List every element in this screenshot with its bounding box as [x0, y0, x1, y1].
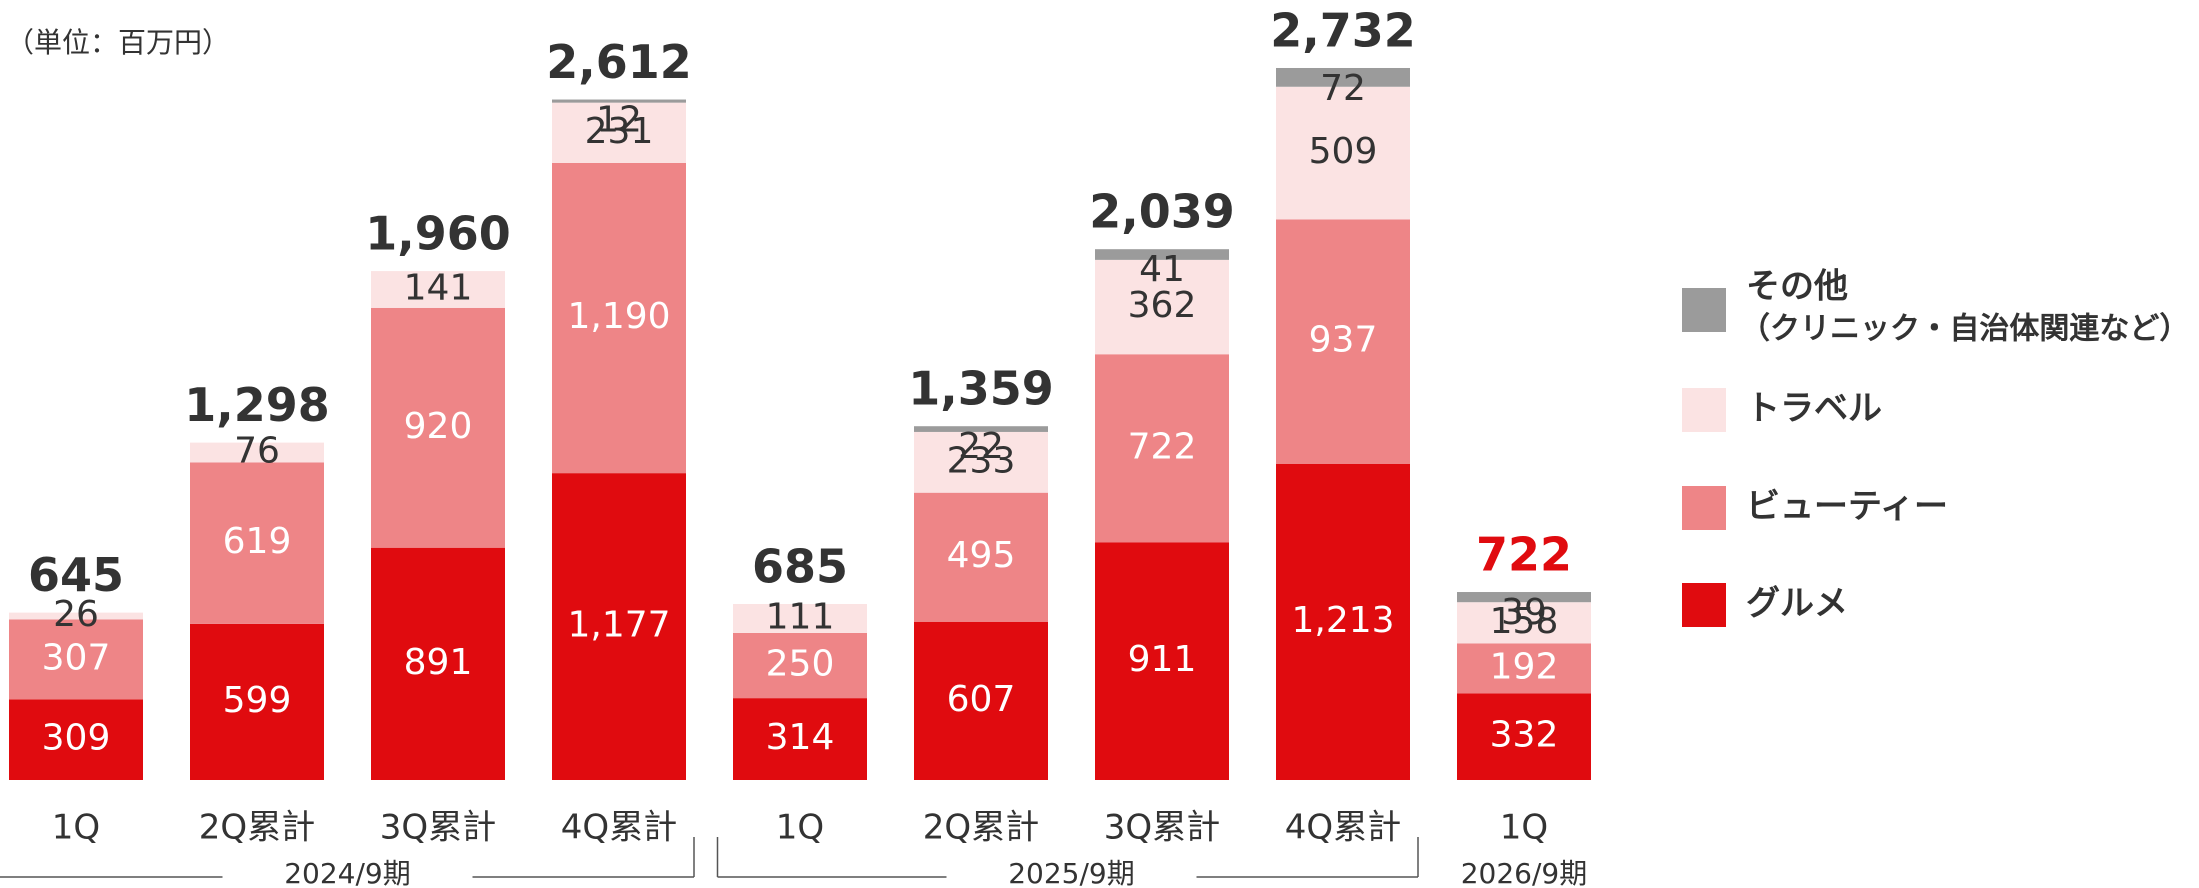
- segment-label: 41: [1139, 249, 1185, 290]
- segment-label: 607: [947, 679, 1016, 720]
- bar-segment: [9, 619, 143, 700]
- bar-segment: [1095, 354, 1229, 543]
- bar-segment: [1095, 542, 1229, 780]
- segment-label: 250: [766, 644, 835, 685]
- total-label: 2,612: [546, 35, 692, 89]
- bar-segment: [371, 307, 505, 548]
- segment-label: 233: [947, 440, 1016, 481]
- x-tick-label: 3Q累計: [1104, 808, 1220, 848]
- x-tick-label: 4Q累計: [1285, 808, 1401, 848]
- bar-segment: [1095, 249, 1229, 260]
- bar-segment: [552, 473, 686, 780]
- segment-label: 141: [404, 267, 473, 308]
- bar-segment: [190, 442, 324, 463]
- bar-segment: [914, 492, 1048, 622]
- total-label: 2,732: [1270, 3, 1416, 57]
- x-tick-label: 2Q累計: [199, 808, 315, 848]
- segment-label: 599: [223, 680, 292, 721]
- segment-label: 39: [1501, 592, 1547, 633]
- legend-swatch: [1682, 288, 1726, 332]
- segment-label: 307: [42, 637, 111, 678]
- segment-label: 72: [1320, 68, 1366, 109]
- segment-label: 12: [596, 100, 642, 141]
- x-tick-label: 4Q累計: [561, 808, 677, 848]
- bar-segment: [914, 621, 1048, 780]
- segment-label: 231: [585, 111, 654, 152]
- bar-segment: [190, 462, 324, 624]
- bar-segment: [371, 271, 505, 308]
- segment-label: 309: [42, 718, 111, 759]
- bar-segment: [733, 632, 867, 699]
- group-label: 2025/9期: [1008, 857, 1135, 888]
- bar-segment: [914, 426, 1048, 432]
- bar-segment: [9, 612, 143, 620]
- segment-label: 1,190: [567, 296, 670, 337]
- bar-segment: [1457, 602, 1591, 644]
- bar-segment: [1457, 693, 1591, 780]
- segment-label: 1,177: [567, 605, 670, 646]
- segment-label: 619: [223, 521, 292, 562]
- x-tick-label: 1Q: [52, 808, 100, 848]
- bar-segment: [1276, 67, 1410, 87]
- legend-label: その他: [1746, 267, 1848, 307]
- bar-segment: [552, 99, 686, 103]
- segment-label: 192: [1490, 646, 1559, 687]
- total-label: 1,359: [908, 362, 1054, 416]
- segment-label: 26: [53, 594, 99, 635]
- bar-segment: [733, 604, 867, 633]
- total-label: 2,039: [1089, 185, 1235, 239]
- x-tick-label: 3Q累計: [380, 808, 496, 848]
- legend-label: ビューティー: [1746, 487, 1948, 527]
- group-label: 2024/9期: [284, 857, 411, 888]
- total-label: 645: [28, 548, 124, 602]
- total-label: 1,960: [365, 207, 511, 261]
- bar-segment: [1095, 259, 1229, 355]
- bar-segment: [190, 623, 324, 780]
- segment-label: 722: [1128, 426, 1197, 467]
- legend-label: トラベル: [1746, 389, 1882, 429]
- bar-segment: [1457, 592, 1591, 603]
- bar-segment: [552, 162, 686, 474]
- segment-label: 362: [1128, 285, 1197, 326]
- segment-label: 911: [1128, 639, 1197, 680]
- legend-swatch: [1682, 583, 1726, 627]
- segment-label: 937: [1309, 320, 1378, 361]
- bar-segment: [914, 431, 1048, 493]
- legend-label: グルメ: [1746, 584, 1848, 624]
- segment-label: 495: [947, 535, 1016, 576]
- segment-label: 509: [1309, 131, 1378, 172]
- bar-segment: [1457, 643, 1591, 694]
- legend-swatch: [1682, 388, 1726, 432]
- bar-segment: [9, 699, 143, 780]
- bar-segment: [1276, 463, 1410, 780]
- segment-label: 314: [766, 717, 835, 758]
- total-label: 685: [752, 540, 848, 594]
- x-tick-label: 1Q: [1500, 808, 1548, 848]
- bar-segment: [1276, 219, 1410, 464]
- bar-segment: [733, 698, 867, 780]
- segment-label: 920: [404, 406, 473, 447]
- group-label: 2026/9期: [1461, 857, 1588, 888]
- segment-label: 332: [1490, 715, 1559, 756]
- segment-label: 1,213: [1291, 600, 1394, 641]
- segment-label: 22: [958, 426, 1004, 467]
- x-tick-label: 1Q: [776, 808, 824, 848]
- legend-swatch: [1682, 486, 1726, 530]
- segment-label: 158: [1490, 601, 1559, 642]
- segment-label: 111: [766, 596, 835, 637]
- bar-segment: [1276, 86, 1410, 220]
- segment-label: 76: [234, 431, 280, 472]
- legend-note: （クリニック・自治体関連など）: [1740, 312, 2189, 347]
- total-label: 722: [1476, 528, 1572, 582]
- x-tick-label: 2Q累計: [923, 808, 1039, 848]
- total-label: 1,298: [184, 378, 330, 432]
- unit-label: （単位：百万円）: [6, 26, 230, 59]
- bar-segment: [552, 102, 686, 163]
- bar-segment: [371, 547, 505, 780]
- segment-label: 891: [404, 642, 473, 683]
